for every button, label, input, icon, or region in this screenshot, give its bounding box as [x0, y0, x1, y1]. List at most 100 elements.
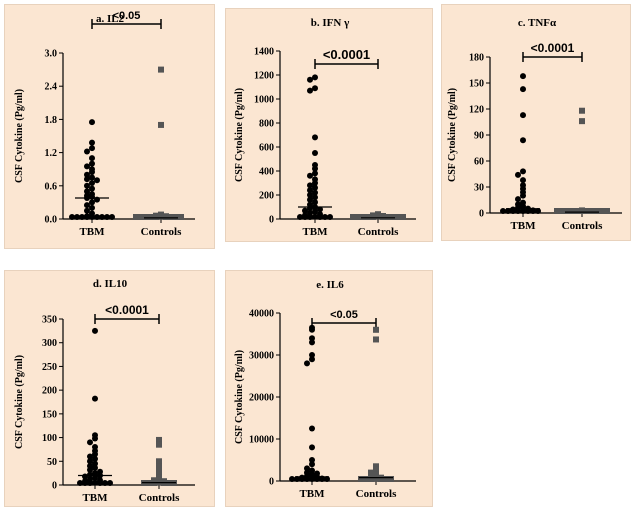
chart-title: e. IL6	[316, 279, 344, 291]
y-tick-label: 800	[259, 119, 274, 130]
data-point-controls	[158, 121, 164, 128]
data-point-tbm	[89, 180, 95, 187]
y-tick-label: 0	[479, 209, 484, 220]
data-point-tbm	[520, 137, 526, 144]
data-point-tbm	[312, 170, 318, 177]
data-point-tbm	[294, 476, 300, 482]
y-tick-label: 120	[469, 105, 484, 116]
y-tick-label: 20000	[249, 393, 274, 404]
y-tick-label: 1.2	[45, 148, 58, 159]
y-tick-label: 200	[42, 386, 57, 397]
data-point-controls	[604, 208, 610, 214]
data-point-tbm	[520, 168, 526, 175]
data-point-tbm	[77, 480, 83, 486]
data-point-tbm	[307, 196, 313, 203]
x-tick-label: TBM	[302, 226, 328, 238]
data-point-tbm	[312, 208, 318, 215]
data-point-tbm	[530, 208, 536, 214]
chart-title: b. IFN γ	[311, 17, 349, 29]
p-value-label: <0.05	[113, 10, 141, 22]
data-point-tbm	[97, 480, 103, 486]
data-point-tbm	[87, 439, 93, 446]
data-point-controls	[373, 475, 379, 482]
data-point-controls	[370, 214, 376, 220]
data-point-controls	[373, 466, 379, 473]
data-point-tbm	[94, 177, 100, 184]
x-tick-label: Controls	[141, 226, 182, 238]
y-tick-label: 150	[469, 79, 484, 90]
data-point-tbm	[92, 327, 98, 334]
data-point-tbm	[84, 202, 90, 209]
data-point-controls	[554, 208, 560, 214]
chart-il10: d. IL10 CSF Cytokine (Pg/ml) 0 50 100 150 200 2…	[14, 278, 195, 504]
data-point-controls	[589, 208, 595, 214]
data-point-tbm	[84, 171, 90, 178]
data-point-tbm	[312, 199, 318, 206]
panel-ifn-gamma: b. IFN γ CSF Cytokine (Pg/ml) 0 200 400 600 80…	[225, 8, 433, 242]
data-point-tbm	[312, 134, 318, 141]
p-value-label: <0.05	[330, 309, 358, 321]
data-point-tbm	[89, 214, 95, 220]
data-point-tbm	[87, 453, 93, 460]
data-point-controls	[395, 214, 401, 220]
y-tick-label: 0.0	[45, 215, 58, 226]
data-point-tbm	[92, 395, 98, 402]
p-value-label: <0.0001	[531, 41, 575, 55]
data-point-tbm	[87, 466, 93, 473]
data-point-tbm	[525, 208, 531, 214]
data-point-tbm	[327, 214, 333, 220]
data-point-controls	[363, 476, 369, 482]
data-point-tbm	[307, 214, 313, 220]
data-point-tbm	[92, 460, 98, 467]
data-point-controls	[368, 469, 374, 476]
y-tick-label: 0	[269, 477, 274, 488]
chart-ifn-gamma: b. IFN γ CSF Cytokine (Pg/ml) 0 200 400 600 80…	[234, 17, 416, 238]
data-point-tbm	[309, 339, 315, 346]
data-point-tbm	[520, 177, 526, 184]
data-point-controls	[360, 214, 366, 220]
data-point-tbm	[520, 86, 526, 93]
data-point-tbm	[84, 214, 90, 220]
data-point-tbm	[515, 208, 521, 214]
data-point-controls	[385, 214, 391, 220]
y-tick-label: 90	[474, 131, 484, 142]
x-tick-label: Controls	[139, 492, 180, 504]
data-point-controls	[178, 214, 184, 220]
data-point-controls	[355, 214, 361, 220]
data-point-tbm	[309, 335, 315, 342]
data-point-tbm	[289, 476, 295, 482]
y-tick-label: 3.0	[45, 49, 58, 60]
data-point-tbm	[312, 150, 318, 156]
x-tick-label: Controls	[356, 488, 397, 500]
panel-il6: e. IL6 CSF Cytokine (Pg/ml) 0 10000 20000 300…	[225, 270, 433, 507]
y-axis-label: CSF Cytokine (Pg/ml)	[14, 89, 25, 183]
data-point-controls	[158, 213, 164, 220]
data-point-controls	[156, 467, 162, 474]
data-point-tbm	[84, 182, 90, 189]
y-tick-label: 1000	[254, 95, 274, 106]
data-point-tbm	[84, 176, 90, 183]
data-point-tbm	[309, 461, 315, 468]
x-tick-label: Controls	[562, 220, 603, 232]
data-point-controls	[163, 214, 169, 220]
data-point-tbm	[92, 474, 98, 481]
data-point-controls	[390, 214, 396, 220]
data-point-tbm	[302, 207, 308, 214]
y-tick-label: 200	[259, 191, 274, 202]
x-tick-label: TBM	[510, 220, 536, 232]
data-point-tbm	[307, 87, 313, 94]
data-point-tbm	[520, 112, 526, 119]
data-point-tbm	[92, 470, 98, 477]
data-point-tbm	[307, 192, 313, 198]
y-tick-label: 1400	[254, 47, 274, 58]
p-value-label: <0.0001	[323, 47, 370, 62]
y-tick-label: 30	[474, 183, 484, 194]
chart-title: a. IL2	[96, 13, 125, 25]
data-point-controls	[569, 208, 575, 214]
data-point-tbm	[309, 425, 315, 432]
panel-tnf-alpha: c. TNFα CSF Cytokine (Pg/ml) 0 30 60 90 120 150…	[441, 4, 631, 241]
chart-title: c. TNFα	[518, 17, 557, 29]
data-point-tbm	[307, 182, 313, 189]
data-point-controls	[375, 213, 381, 220]
data-point-controls	[350, 214, 356, 220]
